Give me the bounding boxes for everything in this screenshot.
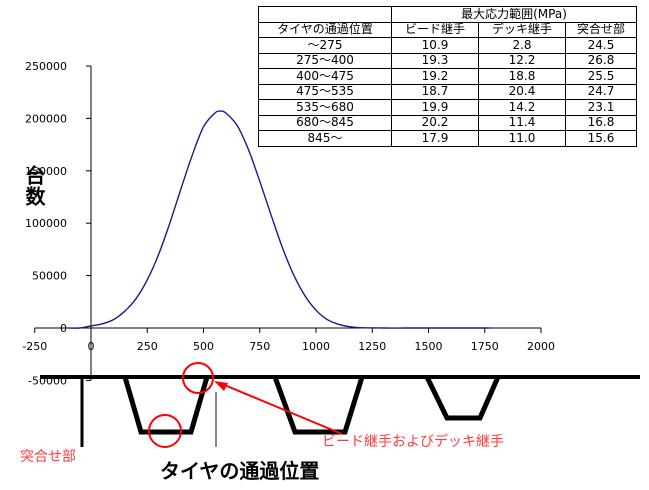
y-axis-label: 台数 bbox=[22, 165, 46, 207]
table-cell: 2.8 bbox=[478, 37, 566, 54]
stress-range-table: 最大応力範囲(MPa) タイヤの通過位置 ビード継手 デッキ継手 突合せ部 ～275 10.… bbox=[258, 6, 637, 147]
table-row: ～275 10.9 2.8 24.5 bbox=[258, 37, 637, 54]
annotation-arrow-head bbox=[214, 381, 228, 391]
x-tick-label: 2000 bbox=[527, 340, 555, 353]
table-cell: 11.0 bbox=[478, 130, 566, 147]
table-row: 475～535 18.7 20.4 24.7 bbox=[258, 83, 637, 100]
x-tick-label: 1500 bbox=[415, 340, 443, 353]
table-cell: 19.3 bbox=[391, 52, 479, 69]
table-cell: ～275 bbox=[258, 37, 392, 54]
table-cell: 680～845 bbox=[258, 114, 392, 131]
y-tick-label: 50000 bbox=[32, 270, 67, 283]
x-tick-label: 750 bbox=[249, 340, 270, 353]
y-tick-label: 150000 bbox=[25, 165, 67, 178]
table-header-cell: 突合せ部 bbox=[565, 21, 637, 38]
table-cell: 16.8 bbox=[565, 114, 637, 131]
table-cell: 475～535 bbox=[258, 83, 392, 100]
table-cell: 24.7 bbox=[565, 83, 637, 100]
x-tick-label: 250 bbox=[137, 340, 158, 353]
table-cell: 14.2 bbox=[478, 99, 566, 116]
table-header-cell: タイヤの通過位置 bbox=[258, 21, 392, 38]
table-row: 845～ 17.9 11.0 15.6 bbox=[258, 130, 637, 147]
table-cell: 18.8 bbox=[478, 68, 566, 85]
annotation-arrow bbox=[221, 383, 343, 435]
x-tick-label: 0 bbox=[88, 340, 95, 353]
bead-joint-circle bbox=[182, 362, 214, 394]
table-header-cell: ビード継手 bbox=[391, 21, 479, 38]
table-cell: 12.2 bbox=[478, 52, 566, 69]
table-header-cell: デッキ継手 bbox=[478, 21, 566, 38]
series-line bbox=[68, 110, 490, 329]
table-row: 400～475 19.2 18.8 25.5 bbox=[258, 68, 637, 85]
table-row: 275～400 19.3 12.2 26.8 bbox=[258, 52, 637, 69]
table-row: 680～845 20.2 11.4 16.8 bbox=[258, 114, 637, 131]
y-tick-label: 100000 bbox=[25, 217, 67, 230]
y-tick-label: 200000 bbox=[25, 112, 67, 125]
table-cell: 845～ bbox=[258, 130, 392, 147]
table-cell: 400～475 bbox=[258, 68, 392, 85]
table-cell: 20.2 bbox=[391, 114, 479, 131]
trough-rib-3 bbox=[424, 375, 501, 421]
table-cell: 18.7 bbox=[391, 83, 479, 100]
y-tick-label: 250000 bbox=[25, 60, 67, 73]
table-cell: 19.9 bbox=[391, 99, 479, 116]
x-tick-label: 1000 bbox=[302, 340, 330, 353]
table-cell: 17.9 bbox=[391, 130, 479, 147]
table-header-row: タイヤの通過位置 ビード継手 デッキ継手 突合せ部 bbox=[258, 21, 637, 38]
table-cell: 19.2 bbox=[391, 68, 479, 85]
x-tick-label: 1250 bbox=[358, 340, 386, 353]
table-group-header-row: 最大応力範囲(MPa) bbox=[258, 6, 637, 23]
x-tick-label: 1750 bbox=[471, 340, 499, 353]
table-cell: 275～400 bbox=[258, 52, 392, 69]
table-row: 535～680 19.9 14.2 23.1 bbox=[258, 99, 637, 116]
y-tick-label: 0 bbox=[60, 322, 67, 335]
table-cell: 24.5 bbox=[565, 37, 637, 54]
trough-rib-2 bbox=[272, 376, 365, 435]
x-tick-label: -250 bbox=[22, 340, 47, 353]
table-cell: 26.8 bbox=[565, 52, 637, 69]
table-corner-cell bbox=[258, 6, 392, 23]
table-cell: 25.5 bbox=[565, 68, 637, 85]
x-axis-label: タイヤの通過位置 bbox=[160, 459, 320, 483]
trough-rib-1 bbox=[122, 376, 210, 435]
deck-cross-section bbox=[40, 362, 640, 448]
table-cell: 11.4 bbox=[478, 114, 566, 131]
table-cell: 15.6 bbox=[565, 130, 637, 147]
chart-tick-labels: -50000050000100000150000200000250000-250… bbox=[22, 60, 555, 387]
stress-range-table-body: 最大応力範囲(MPa) タイヤの通過位置 ビード継手 デッキ継手 突合せ部 ～275 10.… bbox=[258, 6, 637, 147]
butt-joint-label: 突合せ部 bbox=[20, 449, 76, 465]
table-cell: 23.1 bbox=[565, 99, 637, 116]
table-cell: 20.4 bbox=[478, 83, 566, 100]
table-group-header: 最大応力範囲(MPa) bbox=[391, 6, 637, 23]
bead-deck-joint-label: ビード継手およびデッキ継手 bbox=[322, 434, 504, 450]
table-cell: 10.9 bbox=[391, 37, 479, 54]
x-tick-label: 500 bbox=[193, 340, 214, 353]
table-cell: 535～680 bbox=[258, 99, 392, 116]
butt-joint-circle bbox=[148, 414, 182, 448]
